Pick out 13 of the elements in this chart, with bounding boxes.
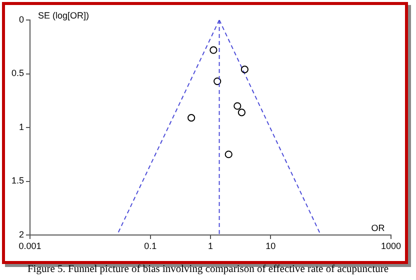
x-tick-label: 1000 (380, 240, 402, 251)
x-tick-label: 1 (208, 240, 214, 251)
y-tick-label: 1 (18, 122, 24, 132)
x-axis-title: OR (371, 222, 386, 233)
x-tick-label: 0.001 (18, 240, 42, 251)
caption: Figure 5. Funnel picture of bias involving comparison of effective rate of acupuncture (26, 264, 390, 275)
x-tick-label: 0.1 (144, 240, 157, 251)
y-tick-label: 2 (18, 229, 24, 240)
x-tick-label: 10 (266, 240, 276, 251)
y-tick-label: 0 (18, 14, 24, 24)
y-tick-label: 1.5 (11, 176, 24, 186)
y-tick-label: 0.5 (11, 68, 24, 78)
y-axis-title: SE (log[OR]) (38, 10, 90, 20)
